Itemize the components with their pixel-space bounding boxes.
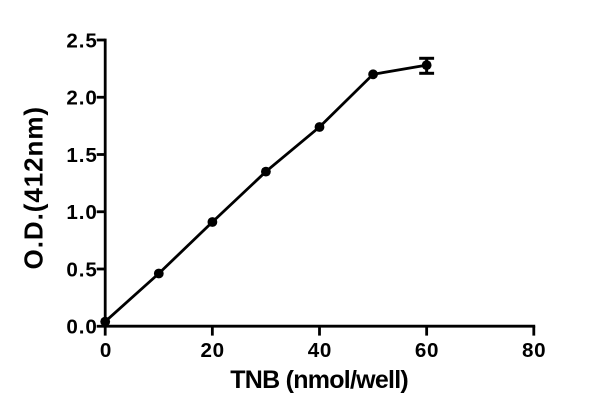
svg-text:0.5: 0.5 [66, 258, 96, 281]
svg-text:20: 20 [201, 339, 225, 362]
svg-text:40: 40 [308, 339, 332, 362]
svg-text:1.0: 1.0 [66, 201, 96, 224]
svg-text:0: 0 [100, 339, 111, 362]
svg-text:TNB (nmol/well): TNB (nmol/well) [230, 366, 409, 394]
svg-text:O.D.(412nm): O.D.(412nm) [18, 107, 48, 270]
svg-text:2.5: 2.5 [66, 29, 96, 52]
svg-text:60: 60 [415, 339, 439, 362]
svg-text:80: 80 [522, 339, 546, 362]
svg-text:1.5: 1.5 [66, 144, 96, 167]
svg-text:2.0: 2.0 [66, 87, 96, 110]
svg-text:0.0: 0.0 [66, 316, 96, 339]
